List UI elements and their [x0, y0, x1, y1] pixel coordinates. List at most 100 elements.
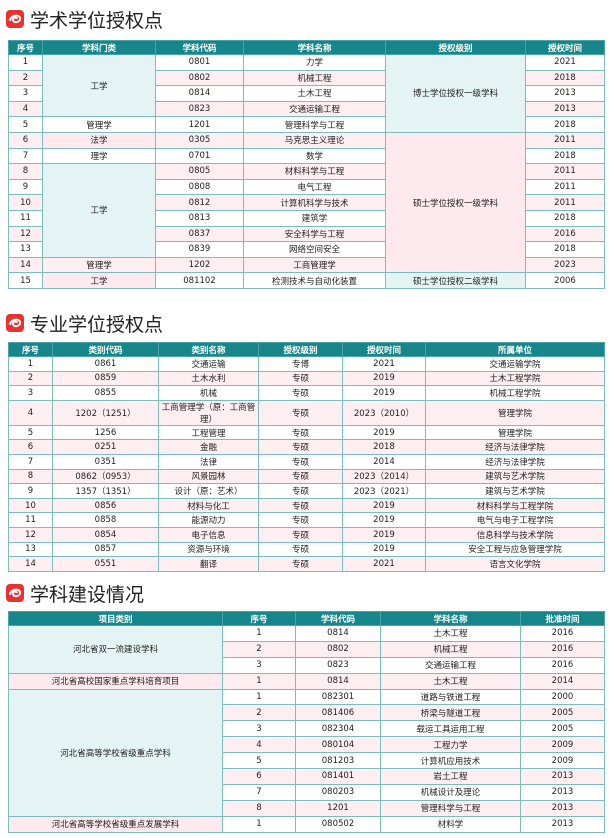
table-cell: 建筑与艺术学院 [425, 483, 605, 499]
header-cell: 授权级别 [385, 40, 526, 55]
table-row: 10 0812 计算机科学与技术 2011 [8, 194, 605, 211]
table-cell: 0862（0953） [52, 468, 159, 485]
header-cell: 项目类别 [8, 611, 223, 626]
table-cell: 管理学 [42, 256, 156, 274]
table-cell: 电气与电子工程学院 [425, 512, 605, 528]
table-cell: 2013 [520, 799, 605, 817]
table-cell: 材料科学与工程学院 [425, 497, 605, 514]
header-row: 序号 学科门类 学科代码 学科名称 授权级别 授权时间 [8, 40, 605, 55]
table-cell: 资源与环境 [158, 541, 259, 558]
table-cell: 工商管理学（原：工商管理） [158, 399, 259, 426]
table-cell: 土木工程 [243, 85, 386, 102]
table-cell: 082304 [295, 720, 381, 738]
table-cell: 0837 [155, 225, 244, 243]
table-body: 1 0861 交通运输 专博 2021 交通运输学院 2 0859 土木水利 专硕 2019 土木工程… [8, 356, 605, 572]
table-row: 8 工学 0805 材料科学与工程 2011 [8, 163, 605, 258]
table-cell: 翻译 [158, 556, 259, 572]
table-cell: 道路与铁道工程 [380, 688, 521, 706]
table-cell: 2005 [520, 720, 605, 738]
table-cell: 080203 [295, 783, 381, 801]
table-cell: 专硕 [258, 385, 343, 401]
table-cell: 法学 [42, 131, 156, 149]
table-cell: 1201 [295, 799, 381, 817]
table-row: 9 1357（1351） 设计（原：艺术） 专硕 2023（2021） 建筑与艺术学院 [8, 483, 605, 499]
table-row: 2 081406 桥梁与隧道工程 2005 [9, 704, 605, 722]
table-cell: 工商管理学 [243, 256, 386, 274]
table-cell: 11 [8, 209, 43, 227]
title-text: 专业学位授权点 [30, 313, 164, 336]
header-cell: 学科名称 [380, 611, 521, 626]
table-cell: 交通运输学院 [425, 356, 605, 372]
table-cell: 土木工程 [380, 672, 521, 690]
table: 序号 类别代码 类别名称 授权级别 授权时间 所属单位 1 0861 交通运输 专博 2021 交通运… [8, 342, 605, 572]
table-cell: 2016 [525, 225, 605, 243]
table-header: 项目类别 序号 学科代码 学科名称 批准时间 [8, 611, 605, 626]
table-cell: 4 [8, 399, 53, 426]
table-row: 11 0858 能源动力 专硕 2019 电气与电子工程学院 [8, 512, 605, 528]
table-cell: 2019 [342, 526, 426, 543]
header-cell: 序号 [8, 342, 53, 357]
table-cell: 经济与法律学院 [425, 439, 605, 455]
table-cell: 专博 [258, 356, 343, 372]
table-cell: 0858 [52, 512, 159, 528]
table-cell: 0551 [52, 556, 159, 572]
table-cell: 0854 [52, 526, 159, 543]
table-cell: 2013 [520, 783, 605, 801]
table-cell: 9 [8, 178, 43, 196]
section-title: 专业学位授权点 [6, 310, 163, 336]
table-cell: 2011 [525, 194, 605, 211]
table-cell: 7 [222, 783, 296, 801]
table-cell: 2011 [525, 163, 605, 180]
table-cell: 材料科学与工程 [243, 163, 386, 180]
table-row: 2 0859 土木水利 专硕 2019 土木工程学院 [8, 370, 605, 387]
table-cell: 1202 [155, 256, 244, 274]
table-cell: 1 [222, 815, 296, 833]
table-cell: 风景园林 [158, 468, 259, 485]
table-cell: 理学 [42, 147, 156, 165]
table-cell: 1357（1351） [52, 483, 159, 499]
table-cell: 1 [222, 625, 296, 642]
table-cell: 2006 [525, 272, 605, 289]
table-cell: 0812 [155, 194, 244, 211]
table-cell: 桥梁与隧道工程 [380, 704, 521, 722]
header-cell: 所属单位 [425, 342, 605, 357]
table-cell: 机械 [158, 385, 259, 401]
table-cell: 工学 [42, 53, 156, 118]
table-cell: 岩土工程 [380, 768, 521, 785]
table-cell: 0814 [155, 85, 244, 102]
header-row: 序号 类别代码 类别名称 授权级别 授权时间 所属单位 [8, 342, 605, 357]
table-cell: 2019 [342, 497, 426, 514]
table-cell: 专硕 [258, 399, 343, 426]
table-cell: 2013 [525, 85, 605, 102]
table-cell: 2019 [342, 512, 426, 528]
table-cell: 15 [8, 272, 43, 289]
table-row: 8 1201 管理科学与工程 2013 [9, 799, 605, 817]
table-cell: 工学 [42, 272, 156, 289]
table-cell: 0839 [155, 241, 244, 258]
table-cell: 管理学 [42, 116, 156, 133]
header-cell: 学科名称 [243, 40, 386, 55]
table-cell: 2005 [520, 704, 605, 722]
table-cell: 专硕 [258, 497, 343, 514]
table-row: 12 0837 安全科学与工程 2016 [8, 225, 605, 243]
table-cell: 设计（原：艺术） [158, 483, 259, 499]
table-cell: 工程力学 [380, 736, 521, 754]
table-cell: 2009 [520, 752, 605, 770]
table-row: 3 0855 机械 专硕 2019 机械工程学院 [8, 385, 605, 401]
table-cell: 5 [8, 424, 53, 441]
table-cell: 0802 [295, 640, 381, 658]
table-cell: 2013 [525, 100, 605, 118]
table-cell: 计算机应用技术 [380, 752, 521, 770]
table-cell: 2023（2014） [342, 468, 426, 485]
table-cell: 2018 [525, 116, 605, 133]
table-cell: 081203 [295, 752, 381, 770]
table-cell: 1256 [52, 424, 159, 441]
table-cell: 2013 [520, 768, 605, 785]
table-cell: 0856 [52, 497, 159, 514]
table-cell: 机械工程 [380, 640, 521, 658]
table-cell: 管理学院 [425, 424, 605, 441]
table-row: 13 0857 资源与环境 专硕 2019 安全工程与应急管理学院 [8, 541, 605, 558]
table-cell: 河北省双一流建设学科 [8, 625, 223, 674]
table-cell: 4 [222, 736, 296, 754]
table-cell: 数学 [243, 147, 386, 165]
